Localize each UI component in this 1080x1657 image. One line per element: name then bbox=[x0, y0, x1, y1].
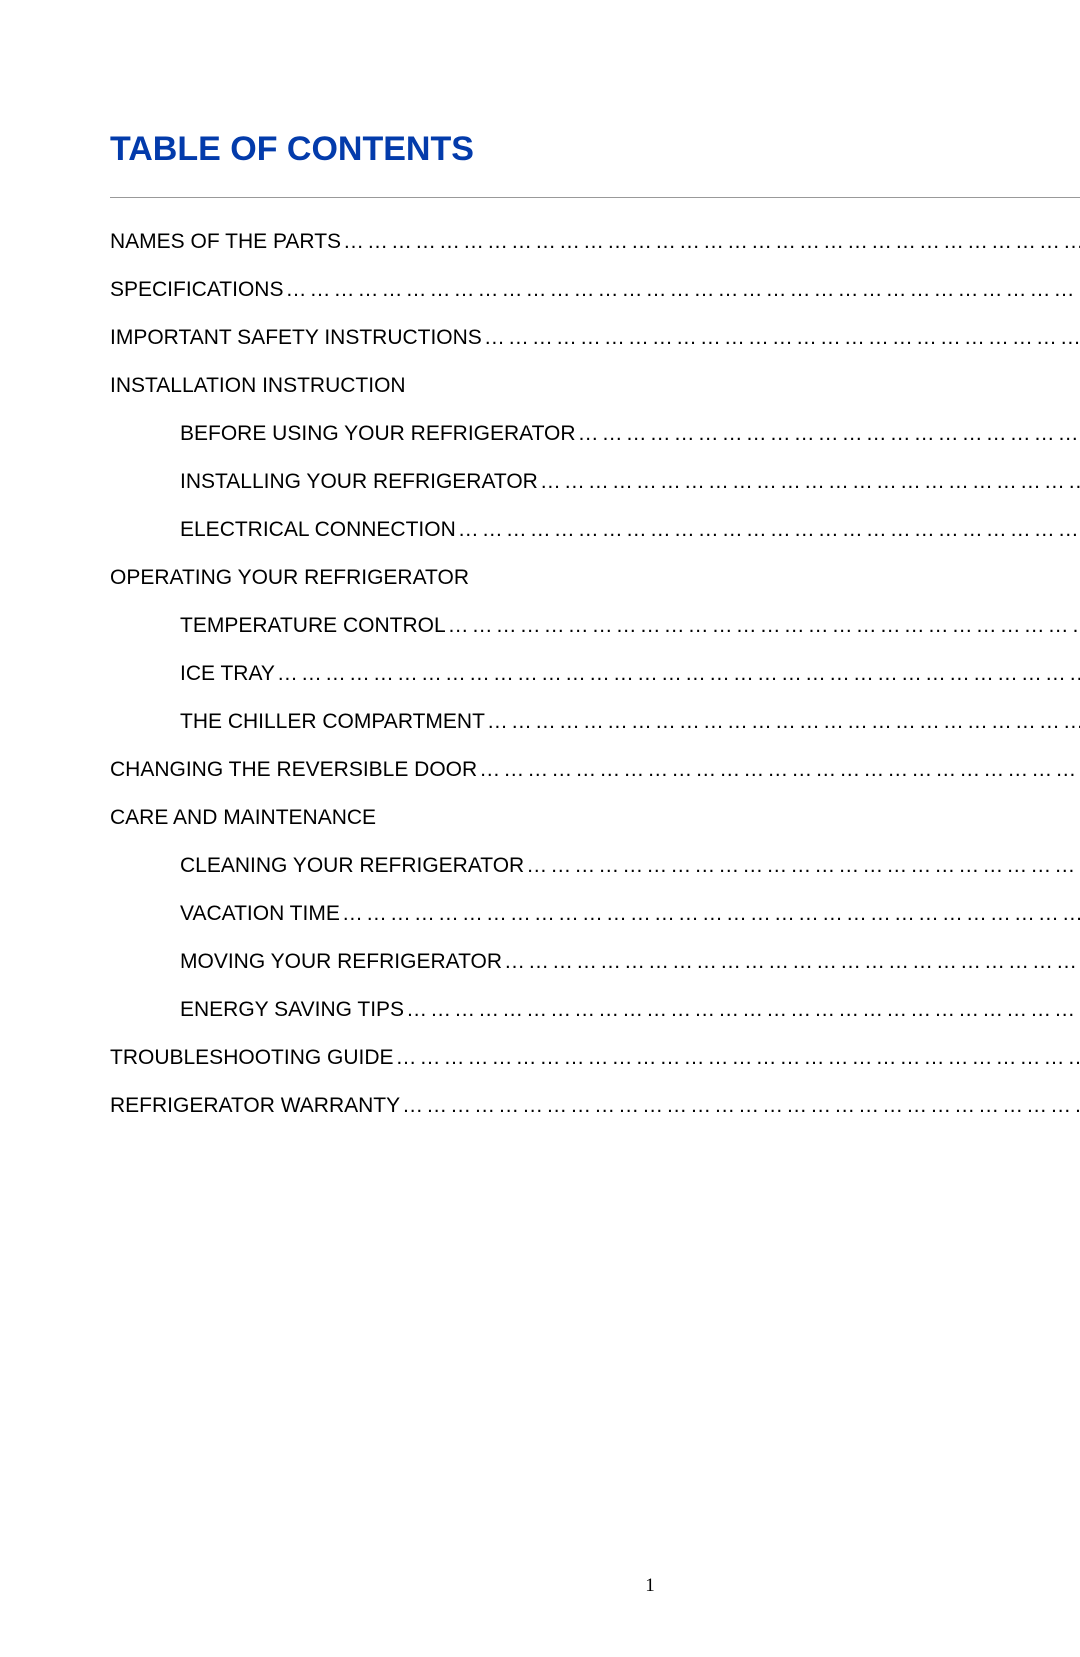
toc-entry-label: ENERGY SAVING TIPS bbox=[180, 998, 404, 1022]
toc-dots: …………………………………………………………………………………………………… bbox=[456, 518, 1080, 542]
toc-entry-label: INSTALLING YOUR REFRIGERATOR bbox=[180, 470, 538, 494]
toc-dots: …………………………………………………………………………………………………… bbox=[283, 278, 1080, 302]
toc-entry-label: BEFORE USING YOUR REFRIGERATOR bbox=[180, 422, 576, 446]
toc-entry-label: REFRIGERATOR WARRANTY bbox=[110, 1094, 400, 1118]
toc-entry: TROUBLESHOOTING GUIDE…………………………………………………… bbox=[110, 1046, 1080, 1070]
toc-entry-label: THE CHILLER COMPARTMENT bbox=[180, 710, 485, 734]
toc-entry-label: SPECIFICATIONS bbox=[110, 278, 283, 302]
toc-dots: …………………………………………………………………………………………………… bbox=[502, 950, 1080, 974]
toc-dots: …………………………………………………………………………………………………… bbox=[485, 710, 1080, 734]
toc-dots: …………………………………………………………………………………………………… bbox=[275, 662, 1080, 686]
toc-dots: …………………………………………………………………………………………………… bbox=[341, 230, 1080, 254]
toc-entry: NAMES OF THE PARTS…………………………………………………………… bbox=[110, 230, 1080, 254]
toc-dots: …………………………………………………………………………………………………… bbox=[524, 854, 1080, 878]
toc-entry: ICE TRAY……………………………………………………………………………………… bbox=[110, 662, 1080, 686]
toc-entry: ENERGY SAVING TIPS…………………………………………………………… bbox=[110, 998, 1080, 1022]
toc-dots: …………………………………………………………………………………………………… bbox=[394, 1046, 1080, 1070]
toc-entry: CHANGING THE REVERSIBLE DOOR ……………………………… bbox=[110, 758, 1080, 782]
toc-entry: OPERATING YOUR REFRIGERATOR bbox=[110, 566, 1080, 590]
page-number-footer: 1 bbox=[110, 1575, 1080, 1597]
toc-entry-label: ELECTRICAL CONNECTION bbox=[180, 518, 456, 542]
toc-entry-label: CARE AND MAINTENANCE bbox=[110, 806, 376, 830]
toc-entry-label: CLEANING YOUR REFRIGERATOR bbox=[180, 854, 524, 878]
toc-entry: IMPORTANT SAFETY INSTRUCTIONS……………………………… bbox=[110, 326, 1080, 350]
toc-dots: …………………………………………………………………………………………………… bbox=[477, 758, 1080, 782]
toc-entry: VACATION TIME………………………………………………………………………… bbox=[110, 902, 1080, 926]
toc-entry: SPECIFICATIONS……………………………………………………………………… bbox=[110, 278, 1080, 302]
toc-entry: MOVING YOUR REFRIGERATOR…………………………………………… bbox=[110, 950, 1080, 974]
toc-entry-label: IMPORTANT SAFETY INSTRUCTIONS bbox=[110, 326, 482, 350]
toc-entry: INSTALLING YOUR REFRIGERATOR ……………………………… bbox=[110, 470, 1080, 494]
toc-title: TABLE OF CONTENTS bbox=[110, 130, 1080, 169]
toc-entry-label: MOVING YOUR REFRIGERATOR bbox=[180, 950, 502, 974]
toc-dots: …………………………………………………………………………………………………… bbox=[404, 998, 1080, 1022]
toc-dots: …………………………………………………………………………………………………… bbox=[446, 614, 1080, 638]
toc-entry: THE CHILLER COMPARTMENT……………………………………………… bbox=[110, 710, 1080, 734]
toc-dots: …………………………………………………………………………………………………… bbox=[340, 902, 1080, 926]
toc-entry-label: TEMPERATURE CONTROL bbox=[180, 614, 446, 638]
toc-dots: …………………………………………………………………………………………………… bbox=[482, 326, 1080, 350]
toc-entry: CLEANING YOUR REFRIGERATOR……………………………………… bbox=[110, 854, 1080, 878]
document-page: TABLE OF CONTENTS NAMES OF THE PARTS…………… bbox=[110, 130, 1080, 1657]
toc-dots: …………………………………………………………………………………………………… bbox=[538, 470, 1080, 494]
toc-dots: …………………………………………………………………………………………………… bbox=[400, 1094, 1080, 1118]
toc-entry-label: OPERATING YOUR REFRIGERATOR bbox=[110, 566, 469, 590]
toc-entry: TEMPERATURE CONTROL………………………………………………………… bbox=[110, 614, 1080, 638]
toc-entry-label: TROUBLESHOOTING GUIDE bbox=[110, 1046, 394, 1070]
toc-entry: INSTALLATION INSTRUCTION bbox=[110, 374, 1080, 398]
toc-entry: REFRIGERATOR WARRANTY…………………………………………………… bbox=[110, 1094, 1080, 1118]
toc-list: NAMES OF THE PARTS…………………………………………………………… bbox=[110, 230, 1080, 1118]
toc-entry-label: CHANGING THE REVERSIBLE DOOR bbox=[110, 758, 477, 782]
title-divider bbox=[110, 197, 1080, 198]
toc-entry: ELECTRICAL CONNECTION…………………………………………………… bbox=[110, 518, 1080, 542]
toc-entry-label: INSTALLATION INSTRUCTION bbox=[110, 374, 406, 398]
toc-entry-label: NAMES OF THE PARTS bbox=[110, 230, 341, 254]
toc-entry: BEFORE USING YOUR REFRIGERATOR ………………………… bbox=[110, 422, 1080, 446]
toc-entry-label: ICE TRAY bbox=[180, 662, 275, 686]
toc-dots: …………………………………………………………………………………………………… bbox=[576, 422, 1080, 446]
toc-entry-label: VACATION TIME bbox=[180, 902, 340, 926]
toc-entry: CARE AND MAINTENANCE bbox=[110, 806, 1080, 830]
